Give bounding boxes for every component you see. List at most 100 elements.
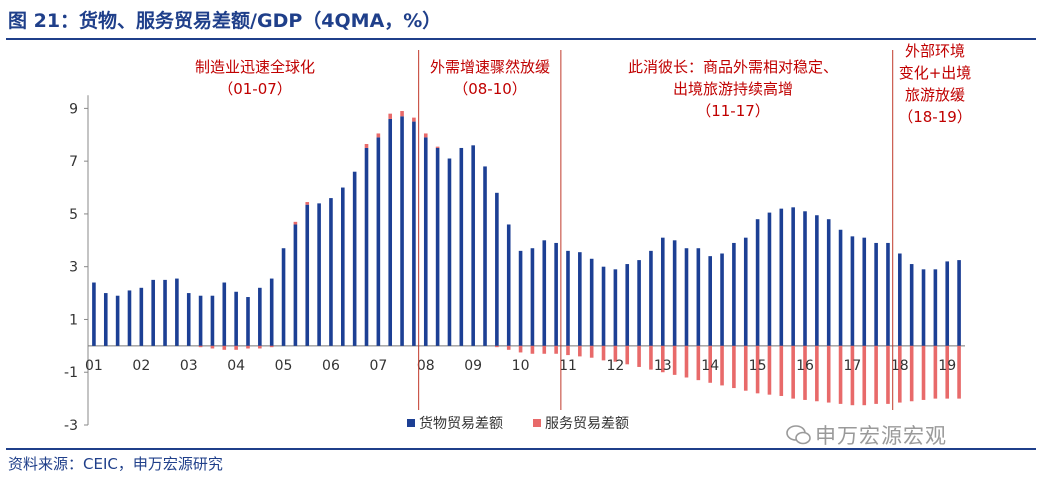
goods-bar	[115, 295, 120, 346]
period-annotation-2: 外需增速骤然放缓	[430, 58, 550, 76]
services-bar	[258, 345, 262, 349]
goods-bar	[483, 166, 487, 346]
goods-bar	[601, 266, 606, 346]
goods-bar	[862, 237, 867, 346]
source-note: 资料来源：CEIC，申万宏源研究	[8, 455, 223, 473]
services-bar	[542, 345, 547, 354]
period-annotation-2: （08-10）	[453, 80, 527, 98]
services-bar	[898, 345, 902, 403]
goods-bar	[684, 248, 689, 346]
goods-bar	[826, 219, 831, 346]
goods-bar	[720, 253, 724, 346]
services-bar	[743, 345, 748, 391]
goods-bar	[423, 137, 428, 346]
goods-bar	[506, 224, 511, 346]
goods-bar	[317, 203, 321, 346]
x-tick-label: 05	[275, 358, 293, 374]
services-bar	[601, 345, 606, 361]
goods-bar	[779, 208, 784, 346]
services-bar	[791, 345, 795, 399]
services-bar	[234, 345, 238, 350]
services-bar	[376, 133, 381, 138]
goods-bar	[412, 121, 416, 346]
services-bar	[435, 146, 440, 148]
goods-bar	[838, 229, 843, 346]
services-bar	[921, 345, 926, 400]
goods-bar	[198, 295, 203, 346]
goods-bar	[186, 293, 191, 346]
goods-bar	[151, 279, 155, 346]
services-bar	[815, 345, 819, 402]
x-tick-label: 09	[464, 358, 482, 374]
period-annotation-4: 外部环境	[905, 42, 965, 60]
goods-bar	[613, 269, 618, 346]
goods-bar	[447, 158, 452, 346]
x-tick-label: 08	[417, 358, 435, 374]
chart-title: 图 21：货物、服务贸易差额/GDP（4QMA，%）	[8, 10, 442, 32]
goods-bar	[222, 282, 227, 346]
services-bar	[909, 345, 914, 402]
services-bar	[412, 117, 416, 122]
legend-services-swatch	[533, 419, 541, 427]
goods-bar	[495, 192, 499, 346]
period-annotation-3: （11-17）	[696, 102, 770, 120]
goods-bar	[103, 293, 108, 346]
services-bar	[589, 345, 594, 358]
goods-bar	[258, 287, 262, 346]
goods-bar	[660, 237, 665, 346]
services-bar	[613, 345, 618, 362]
goods-bar	[743, 237, 748, 346]
x-tick-label: 14	[701, 358, 719, 374]
x-tick-label: 06	[322, 358, 340, 374]
legend-goods-swatch	[407, 419, 415, 427]
x-tick-label: 17	[843, 358, 861, 374]
goods-bar	[293, 224, 298, 346]
x-tick-label: 03	[180, 358, 198, 374]
services-bar	[625, 345, 630, 365]
services-bar	[732, 345, 736, 389]
goods-bar	[400, 116, 404, 346]
period-annotation-1: 制造业迅速全球化	[195, 58, 315, 76]
y-tick-label: 5	[69, 207, 78, 223]
goods-bar	[329, 198, 333, 346]
goods-bar	[269, 278, 274, 346]
x-tick-label: 07	[369, 358, 387, 374]
services-bar	[518, 345, 523, 353]
goods-bar	[649, 250, 653, 346]
services-bar	[566, 345, 570, 356]
services-bar	[423, 133, 428, 138]
services-bar	[293, 221, 298, 225]
services-bar	[210, 345, 215, 349]
goods-bar	[305, 204, 310, 346]
y-tick-label: 1	[69, 312, 78, 328]
period-annotation-4: 旅游放缓	[905, 86, 965, 104]
services-bar	[506, 345, 511, 350]
goods-bar	[815, 215, 819, 346]
x-tick-label: 04	[227, 358, 245, 374]
services-bar	[696, 345, 701, 381]
period-annotation-3: 出境旅游持续高增	[673, 80, 793, 98]
services-bar	[684, 345, 689, 378]
goods-bar	[898, 253, 902, 346]
goods-bar	[850, 236, 855, 346]
services-bar	[862, 345, 867, 406]
goods-bar	[945, 261, 950, 346]
services-bar	[886, 345, 890, 404]
y-tick-label: 7	[69, 154, 78, 170]
y-tick-label: -1	[64, 365, 78, 381]
goods-bar	[909, 264, 914, 346]
goods-bar	[139, 287, 144, 346]
x-tick-label: 18	[891, 358, 909, 374]
services-bar	[672, 345, 677, 375]
goods-bar	[672, 240, 677, 346]
x-tick-label: 02	[132, 358, 150, 374]
services-bar	[400, 111, 404, 117]
goods-bar	[803, 211, 807, 346]
goods-bar	[376, 137, 381, 346]
goods-bar	[566, 250, 570, 346]
legend-services-label: 服务贸易差额	[545, 416, 629, 432]
goods-bar	[625, 264, 630, 346]
x-tick-label: 15	[749, 358, 767, 374]
services-bar	[222, 345, 227, 350]
